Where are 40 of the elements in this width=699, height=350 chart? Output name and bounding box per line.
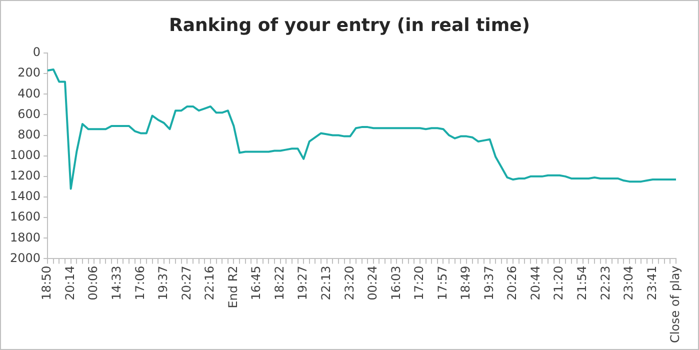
y-tick-label: 1400	[10, 189, 41, 204]
chart-title: Ranking of your entry (in real time)	[168, 15, 532, 36]
x-tick-label: 17:06	[132, 266, 147, 300]
x-tick-label: 21:20	[552, 266, 566, 300]
x-tick-label: 17:57	[435, 266, 450, 300]
x-tick-label: 18:49	[458, 266, 473, 300]
x-tick-label: 21:54	[575, 266, 590, 300]
x-tick-label: 23:41	[644, 266, 659, 300]
x-tick-label: 18:22	[272, 266, 286, 300]
x-tick-label: 00:06	[86, 266, 100, 300]
x-tick-label: 23:04	[622, 266, 636, 300]
y-tick-label: 400	[18, 86, 41, 100]
x-tick-label: 22:23	[598, 266, 612, 300]
x-tick-label: 22:13	[318, 266, 333, 300]
x-tick-label: 22:16	[202, 266, 217, 300]
x-tick-label: 14:33	[109, 266, 124, 300]
x-tick-label: 20:14	[62, 266, 77, 300]
x-tick-label: 17:20	[412, 266, 426, 300]
x-tick-label: 19:27	[296, 266, 310, 300]
x-tick-label: 20:27	[179, 266, 194, 300]
y-tick-label: 1600	[10, 210, 41, 224]
y-tick-label: 1000	[10, 148, 41, 162]
x-tick-label: End R2	[226, 266, 240, 308]
x-tick-label: 23:20	[342, 266, 356, 300]
x-tick-label: 20:44	[528, 266, 542, 300]
x-tick-label: 00:24	[366, 266, 380, 300]
x-tick-label: 19:37	[156, 266, 170, 300]
x-tick-label: 16:03	[388, 266, 403, 300]
y-tick-label: 1200	[10, 168, 41, 183]
y-tick-label: 800	[18, 127, 41, 142]
y-tick-label: 600	[18, 106, 41, 121]
x-tick-label: 18:50	[40, 266, 54, 300]
y-tick-label: 200	[18, 66, 41, 80]
y-tick-label: 1800	[10, 230, 41, 244]
x-tick-label: 20:26	[505, 266, 520, 300]
x-tick-label: Close of play	[668, 266, 682, 344]
y-tick-label: 2000	[10, 250, 41, 265]
y-tick-label: 0	[32, 45, 41, 60]
x-tick-label: 19:37	[482, 266, 496, 300]
x-tick-label: 16:45	[249, 266, 264, 300]
